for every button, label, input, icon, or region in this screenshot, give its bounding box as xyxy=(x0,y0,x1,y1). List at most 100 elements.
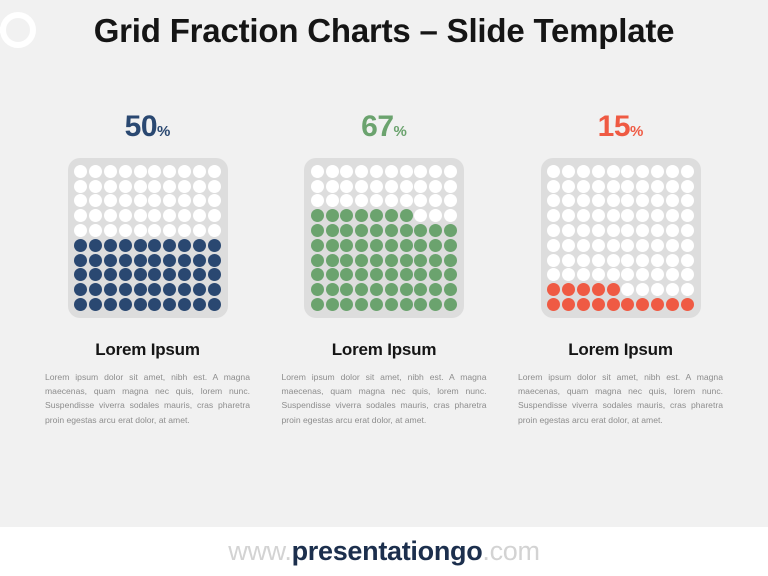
grid-dot-filled xyxy=(103,253,117,267)
grid-dot-empty xyxy=(636,194,650,208)
grid-dot-empty xyxy=(636,164,650,178)
grid-dot-empty xyxy=(429,194,443,208)
grid-dot-empty xyxy=(576,194,590,208)
grid-dot-filled xyxy=(429,224,443,238)
grid-dot-empty xyxy=(636,268,650,282)
grid-dot-filled xyxy=(562,298,576,312)
grid-dot-empty xyxy=(636,253,650,267)
grid-dot-empty xyxy=(591,224,605,238)
grid-dot-empty xyxy=(576,209,590,223)
grid-dot-empty xyxy=(399,179,413,193)
column-heading-1: Lorem Ipsum xyxy=(95,340,200,359)
grid-dot-filled xyxy=(103,238,117,252)
grid-dot-empty xyxy=(636,283,650,297)
grid-dot-empty xyxy=(444,179,458,193)
percent-value-2: 67 xyxy=(361,110,394,143)
grid-dot-empty xyxy=(414,209,428,223)
grid-dot-empty xyxy=(192,179,206,193)
grid-dot-empty xyxy=(606,164,620,178)
grid-dot-empty xyxy=(177,179,191,193)
grid-dot-filled xyxy=(325,298,339,312)
grid-dot-filled xyxy=(192,268,206,282)
grid-dot-filled xyxy=(429,268,443,282)
grid-dot-filled xyxy=(665,298,679,312)
grid-dot-filled xyxy=(310,238,324,252)
grid-dot-filled xyxy=(148,238,162,252)
fraction-chart-column-2: 67% Lorem Ipsum Lorem ipsum dolor sit am… xyxy=(277,106,492,427)
grid-dot-empty xyxy=(680,209,694,223)
grid-dot-empty xyxy=(310,194,324,208)
grid-dot-empty xyxy=(606,268,620,282)
grid-dot-empty xyxy=(74,164,88,178)
grid-dot-empty xyxy=(429,164,443,178)
grid-chart-3[interactable] xyxy=(540,158,701,318)
grid-dot-empty xyxy=(429,179,443,193)
grid-dot-filled xyxy=(399,283,413,297)
grid-dot-filled xyxy=(207,268,221,282)
slide-canvas: Grid Fraction Charts – Slide Template 50… xyxy=(0,0,768,527)
grid-dot-empty xyxy=(547,238,561,252)
grid-dot-empty xyxy=(621,268,635,282)
grid-dot-empty xyxy=(103,209,117,223)
grid-dot-filled xyxy=(310,283,324,297)
grid-dot-empty xyxy=(591,164,605,178)
grid-dot-empty xyxy=(207,224,221,238)
grid-dot-empty xyxy=(340,194,354,208)
grid-dot-filled xyxy=(576,298,590,312)
grid-dot-empty xyxy=(163,209,177,223)
grid-dot-empty xyxy=(680,238,694,252)
grid-dot-filled xyxy=(74,268,88,282)
grid-dot-empty xyxy=(207,194,221,208)
grid-dot-empty xyxy=(606,253,620,267)
grid-dot-filled xyxy=(399,268,413,282)
grid-dot-filled xyxy=(310,224,324,238)
grid-dot-filled xyxy=(89,268,103,282)
grid-dot-filled xyxy=(414,253,428,267)
grid-dot-empty xyxy=(177,164,191,178)
grid-dot-filled xyxy=(118,253,132,267)
grid-dot-empty xyxy=(562,209,576,223)
grid-dot-filled xyxy=(340,298,354,312)
grid-dot-filled xyxy=(370,209,384,223)
grid-dot-empty xyxy=(650,238,664,252)
grid-dot-empty xyxy=(547,179,561,193)
grid-dot-filled xyxy=(74,298,88,312)
grid-dot-empty xyxy=(606,209,620,223)
grid-dot-filled xyxy=(207,298,221,312)
grid-dot-filled xyxy=(74,283,88,297)
grid-dot-filled xyxy=(429,253,443,267)
grid-dot-empty xyxy=(355,164,369,178)
grid-dot-empty xyxy=(133,224,147,238)
grid-dot-empty xyxy=(414,179,428,193)
site-url: www.presentationgo.com xyxy=(228,536,540,567)
grid-dot-empty xyxy=(547,224,561,238)
grid-dot-filled xyxy=(74,253,88,267)
grid-dot-filled xyxy=(177,283,191,297)
footer-bar: www.presentationgo.com xyxy=(0,527,768,576)
grid-dot-filled xyxy=(340,209,354,223)
grid-dot-empty xyxy=(192,209,206,223)
column-paragraph-1: Lorem ipsum dolor sit amet, nibh est. A … xyxy=(45,372,250,425)
grid-dot-filled xyxy=(133,268,147,282)
grid-dot-empty xyxy=(118,224,132,238)
percent-sign-1: % xyxy=(157,123,171,140)
grid-chart-2[interactable] xyxy=(304,158,464,318)
grid-dot-empty xyxy=(89,164,103,178)
grid-dot-filled xyxy=(355,238,369,252)
grid-chart-1[interactable] xyxy=(67,158,228,318)
grid-dot-empty xyxy=(562,164,576,178)
grid-dot-empty xyxy=(562,224,576,238)
grid-dot-empty xyxy=(621,179,635,193)
column-paragraph-3: Lorem ipsum dolor sit amet, nibh est. A … xyxy=(518,372,723,425)
grid-dot-empty xyxy=(148,224,162,238)
grid-dot-filled xyxy=(325,209,339,223)
grid-dot-filled xyxy=(118,283,132,297)
grid-dot-filled xyxy=(163,268,177,282)
grid-dot-filled xyxy=(444,238,458,252)
grid-dot-empty xyxy=(576,253,590,267)
grid-dot-empty xyxy=(547,194,561,208)
percent-label-3: 15% xyxy=(598,106,644,148)
percent-value-1: 50 xyxy=(124,110,158,143)
grid-dot-filled xyxy=(192,298,206,312)
grid-dot-filled xyxy=(310,253,324,267)
